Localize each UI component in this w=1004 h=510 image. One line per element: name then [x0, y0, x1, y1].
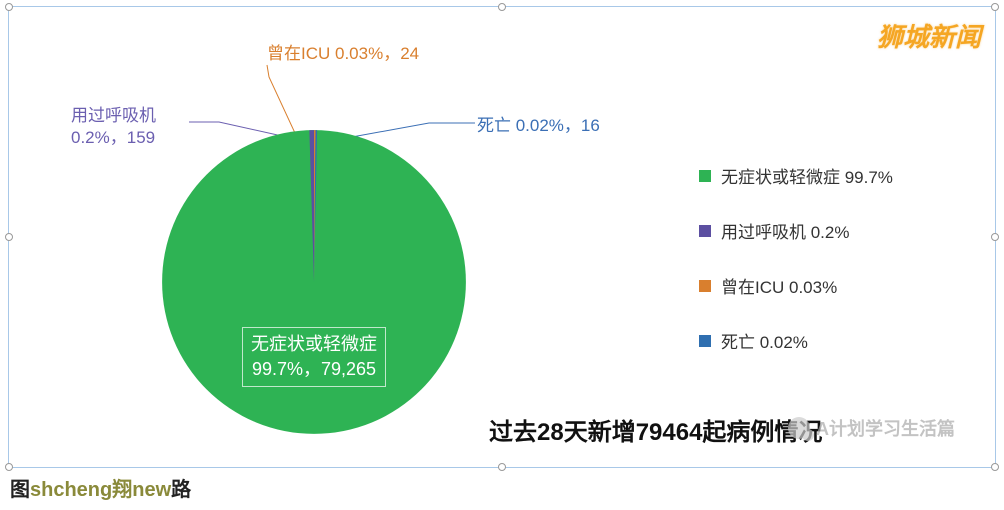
legend-label: 用过呼吸机 0.2%	[721, 218, 849, 243]
legend-item: 曾在ICU 0.03%	[699, 273, 893, 298]
callout-ventilator: 用过呼吸机 0.2%，159	[71, 105, 156, 149]
pie-inner-line1: 无症状或轻微症	[251, 334, 377, 354]
footer-mid: shcheng翔new	[30, 479, 171, 501]
legend-label: 曾在ICU 0.03%	[721, 273, 837, 298]
callout-death: 死亡 0.02%，16	[477, 115, 600, 137]
chart-subtitle: 过去28天新增79464起病例情况	[489, 412, 822, 447]
callout-vent-line2: 0.2%，159	[71, 128, 155, 147]
legend-swatch	[699, 170, 711, 182]
watermark-top-right: 狮城新闻	[877, 17, 981, 54]
legend-item: 用过呼吸机 0.2%	[699, 218, 893, 243]
legend-label: 死亡 0.02%	[721, 328, 808, 353]
resize-handle[interactable]	[991, 3, 999, 11]
watermark-wechat-text: A计划学习生活篇	[816, 415, 955, 441]
resize-handle[interactable]	[5, 463, 13, 471]
pie-inner-label: 无症状或轻微症 99.7%，79,265	[242, 327, 386, 387]
legend-label: 无症状或轻微症 99.7%	[721, 163, 893, 188]
resize-handle[interactable]	[5, 3, 13, 11]
callout-icu: 曾在ICU 0.03%，24	[267, 43, 419, 65]
resize-handle[interactable]	[498, 463, 506, 471]
resize-handle[interactable]	[991, 463, 999, 471]
footer-base: 图	[10, 479, 30, 501]
legend-item: 死亡 0.02%	[699, 328, 893, 353]
legend-swatch	[699, 225, 711, 237]
pie-inner-line2: 99.7%，79,265	[252, 359, 376, 379]
legend-swatch	[699, 280, 711, 292]
resize-handle[interactable]	[991, 233, 999, 241]
pie-chart: 无症状或轻微症 99.7%，79,265	[159, 127, 469, 437]
legend-swatch	[699, 335, 711, 347]
footer-source-text: 图shcheng翔new路	[10, 473, 191, 502]
resize-handle[interactable]	[498, 3, 506, 11]
legend-item: 无症状或轻微症 99.7%	[699, 163, 893, 188]
callout-vent-line1: 用过呼吸机	[71, 106, 156, 125]
legend: 无症状或轻微症 99.7% 用过呼吸机 0.2% 曾在ICU 0.03% 死亡 …	[699, 163, 893, 353]
pie-svg	[159, 127, 469, 437]
wechat-icon	[788, 417, 810, 439]
watermark-wechat: A计划学习生活篇	[788, 415, 955, 441]
chart-container: 狮城新闻 曾在ICU 0.03%，24 用过呼吸机 0.2%，159 死亡 0.…	[8, 6, 996, 468]
footer-tail: 路	[171, 479, 191, 501]
resize-handle[interactable]	[5, 233, 13, 241]
